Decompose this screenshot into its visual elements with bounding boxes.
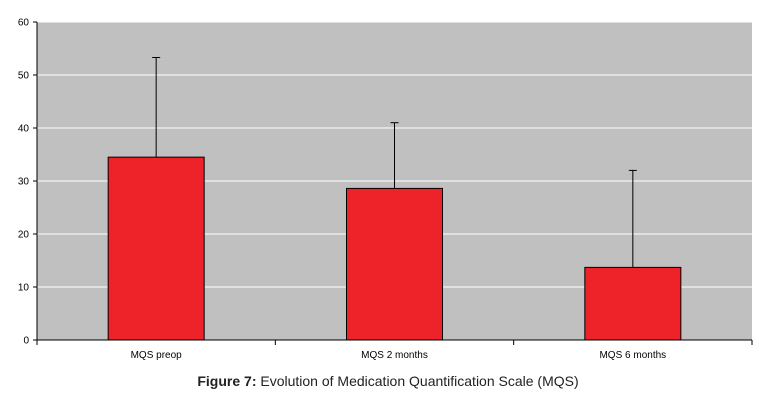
y-tick-label: 50 [18, 71, 30, 82]
y-tick-label: 20 [18, 230, 30, 241]
y-tick-label: 0 [23, 336, 29, 347]
bar [346, 187, 443, 341]
bar [584, 266, 682, 341]
x-tick-label: MQS preop [131, 350, 183, 361]
x-tick-label: MQS 2 months [361, 350, 428, 361]
figure-caption-text: Evolution of Medication Quantification S… [256, 373, 579, 389]
x-tick-label: MQS 6 months [599, 350, 666, 361]
bar-chart: 0 10 20 30 40 50 60 MQS preop MQS 2 months MQS 6 … [18, 18, 753, 362]
axes [33, 21, 753, 345]
y-tick-label: 30 [18, 177, 30, 188]
bars [107, 156, 682, 341]
tick-labels: 0 10 20 30 40 50 60 MQS preop MQS 2 months MQS 6 … [18, 18, 666, 362]
figure-caption: Figure 7: Evolution of Medication Quanti… [0, 373, 776, 389]
figure-label: Figure 7: [197, 373, 257, 389]
error-bars [152, 57, 637, 268]
y-tick-label: 10 [18, 283, 30, 294]
bar [107, 156, 205, 341]
y-tick-label: 60 [18, 18, 30, 29]
y-tick-label: 40 [18, 124, 30, 135]
